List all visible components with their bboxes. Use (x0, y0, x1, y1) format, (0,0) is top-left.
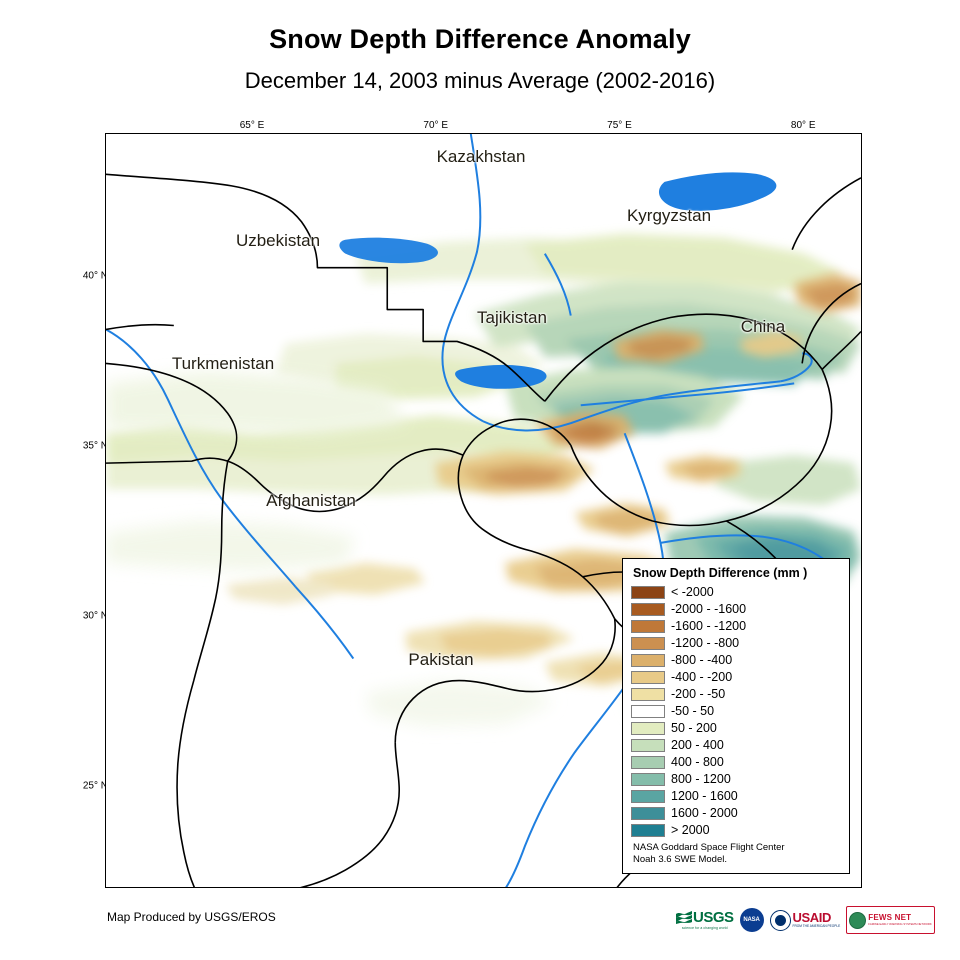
lat-tick-label: 40° N (82, 270, 108, 282)
legend-label: -400 - -200 (671, 670, 733, 685)
legend-label: -800 - -400 (671, 653, 733, 668)
legend-label: -1600 - -1200 (671, 619, 747, 634)
page-subtitle: December 14, 2003 minus Average (2002-20… (244, 68, 716, 93)
legend-row: -50 - 50 (631, 703, 841, 720)
legend-row: -400 - -200 (631, 669, 841, 686)
lat-tick-25: 25° N (60, 780, 118, 792)
legend-label: 1200 - 1600 (671, 789, 738, 804)
lon-tick-label: 65° E (239, 120, 265, 131)
legend-label: 200 - 400 (671, 738, 724, 753)
legend-row: 1600 - 2000 (631, 805, 841, 822)
legend-row: -200 - -50 (631, 686, 841, 703)
usaid-tagline: FROM THE AMERICAN PEOPLE (792, 924, 841, 929)
lat-tick-35: 35° N (60, 440, 118, 452)
legend-swatch (631, 790, 665, 803)
legend-swatch (631, 722, 665, 735)
legend-label: -50 - 50 (671, 704, 715, 719)
legend-row: 50 - 200 (631, 720, 841, 737)
legend-label: 800 - 1200 (671, 772, 731, 787)
usaid-logo: USAID FROM THE AMERICAN PEOPLE (769, 908, 841, 932)
legend-note: NASA Goddard Space Flight Center Noah 3.… (633, 842, 841, 866)
lat-tick-label: 30° N (82, 610, 108, 622)
legend-row: 800 - 1200 (631, 771, 841, 788)
legend-label: 400 - 800 (671, 755, 724, 770)
legend-swatch (631, 637, 665, 650)
lon-tick-label: 70° E (423, 120, 449, 131)
legend-swatch (631, 807, 665, 820)
nasa-logo: NASA (739, 908, 764, 932)
legend-swatch (631, 620, 665, 633)
usaid-seal-icon (769, 909, 791, 931)
legend-class-list: < -2000 -2000 - -1600 -1600 - -1200 -1200 -… (631, 584, 841, 839)
legend-row: 1200 - 1600 (631, 788, 841, 805)
fews-wordmark: FEWS NET (868, 913, 912, 923)
nasa-logo-wrap: NASA (739, 908, 764, 932)
lon-tick-label: 75° E (607, 120, 632, 131)
rivers (106, 134, 841, 887)
logo-strip: USGS science for a changing world NASA U… (676, 906, 935, 934)
fews-globe-icon (849, 911, 867, 929)
legend-row: -1200 - -800 (631, 635, 841, 652)
legend-row: 400 - 800 (631, 754, 841, 771)
lon-tick-label: 80° E (790, 120, 816, 131)
legend-swatch (631, 603, 665, 616)
map-credit: Map Produced by USGS/EROS (107, 910, 276, 924)
nasa-wordmark: NASA (743, 917, 760, 923)
legend-swatch (631, 756, 665, 769)
legend-swatch (631, 586, 665, 599)
legend-row: 200 - 400 (631, 737, 841, 754)
legend-row: -1600 - -1200 (631, 618, 841, 635)
legend-note-line1: NASA Goddard Space Flight Center (633, 842, 785, 853)
legend-swatch (631, 705, 665, 718)
usaid-wordmark: USAID (792, 910, 832, 926)
legend-row: < -2000 (631, 584, 841, 601)
legend-row: > 2000 (631, 822, 841, 839)
lat-tick-30: 30° N (60, 610, 118, 622)
page-title: Snow Depth Difference Anomaly (269, 24, 691, 54)
legend-row: -2000 - -1600 (631, 601, 841, 618)
legend-label: > 2000 (671, 823, 710, 838)
legend-label: -1200 - -800 (671, 636, 740, 651)
legend-note-line2: Noah 3.6 SWE Model. (633, 853, 727, 865)
legend-swatch (631, 654, 665, 667)
legend-swatch (631, 671, 665, 684)
legend-row: -800 - -400 (631, 652, 841, 669)
legend-swatch (631, 739, 665, 752)
usgs-tagline: science for a changing world (681, 926, 728, 930)
legend-label: -200 - -50 (671, 687, 726, 702)
legend-label: 1600 - 2000 (671, 806, 738, 821)
legend-title: Snow Depth Difference (mm ) (633, 566, 808, 580)
lat-tick-label: 35° N (82, 440, 108, 452)
legend-swatch (631, 688, 665, 701)
legend-box[interactable]: Snow Depth Difference (mm ) < -2000 -2000… (622, 558, 850, 874)
usgs-logo: USGS science for a changing world (676, 908, 734, 932)
fews-net-logo: FEWS NET FAMINE EARLY WARNING SYSTEMS NE… (846, 906, 935, 934)
lat-tick-40: 40° N (60, 270, 118, 282)
usgs-wave-icon (676, 911, 692, 924)
lake-issyk-kul (658, 172, 777, 211)
legend-swatch (631, 773, 665, 786)
legend-label: < -2000 (671, 585, 714, 600)
legend-label: 50 - 200 (671, 721, 717, 736)
usgs-wordmark: USGS (693, 909, 734, 926)
lat-tick-label: 25° N (82, 780, 108, 792)
fews-tagline: FAMINE EARLY WARNING SYSTEMS NETWORK (868, 922, 932, 927)
legend-swatch (631, 824, 665, 837)
legend-label: -2000 - -1600 (671, 602, 747, 617)
